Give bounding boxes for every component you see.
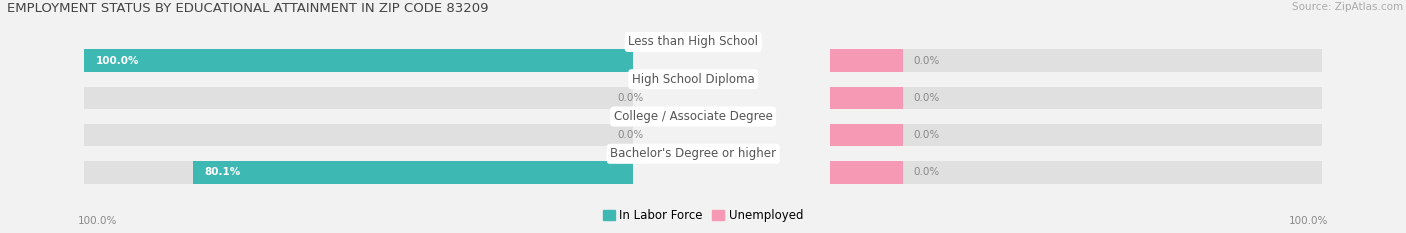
Text: 0.0%: 0.0% <box>914 130 939 140</box>
Text: 0.0%: 0.0% <box>914 93 939 103</box>
Bar <box>830 124 904 146</box>
Text: College / Associate Degree: College / Associate Degree <box>614 110 772 123</box>
Text: 80.1%: 80.1% <box>204 168 240 177</box>
Bar <box>194 161 633 184</box>
Bar <box>84 49 633 72</box>
Bar <box>84 161 633 184</box>
Text: Less than High School: Less than High School <box>628 35 758 48</box>
Bar <box>830 161 904 184</box>
Text: 100.0%: 100.0% <box>1289 216 1329 226</box>
Bar <box>84 124 633 146</box>
Text: Bachelor's Degree or higher: Bachelor's Degree or higher <box>610 147 776 160</box>
Bar <box>830 161 1322 184</box>
Bar <box>830 49 904 72</box>
Bar <box>830 87 1322 109</box>
Text: 100.0%: 100.0% <box>96 56 139 65</box>
Bar <box>84 49 633 72</box>
Text: 0.0%: 0.0% <box>914 56 939 65</box>
Text: Source: ZipAtlas.com: Source: ZipAtlas.com <box>1292 2 1403 12</box>
Legend: In Labor Force, Unemployed: In Labor Force, Unemployed <box>598 205 808 227</box>
Text: EMPLOYMENT STATUS BY EDUCATIONAL ATTAINMENT IN ZIP CODE 83209: EMPLOYMENT STATUS BY EDUCATIONAL ATTAINM… <box>7 2 488 15</box>
Text: 0.0%: 0.0% <box>617 93 644 103</box>
Bar <box>84 87 633 109</box>
Text: 0.0%: 0.0% <box>617 130 644 140</box>
Bar <box>830 87 904 109</box>
Bar <box>830 124 1322 146</box>
Text: 0.0%: 0.0% <box>914 168 939 177</box>
Bar <box>830 49 1322 72</box>
Text: 100.0%: 100.0% <box>77 216 117 226</box>
Text: High School Diploma: High School Diploma <box>631 73 755 86</box>
